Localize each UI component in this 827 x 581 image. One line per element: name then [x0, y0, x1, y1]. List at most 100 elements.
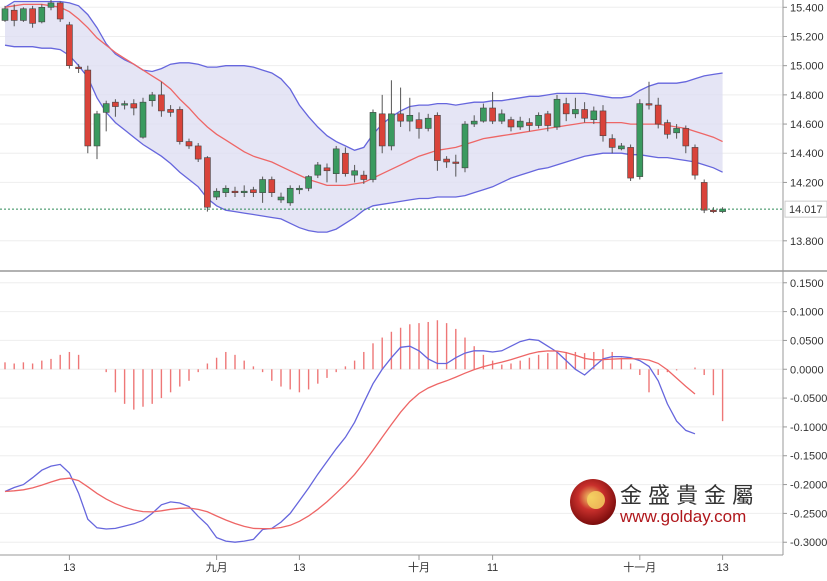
candle [516, 116, 524, 130]
candle-body [231, 190, 239, 193]
candle-body [710, 209, 717, 212]
macd-tick-label: 0.1000 [790, 307, 824, 319]
price-tick-label: 13.800 [790, 236, 824, 248]
x-tick-label: 11 [487, 562, 498, 574]
macd-tick-label: 0.1500 [790, 278, 824, 290]
price-tick-label: 14.800 [790, 90, 824, 102]
x-tick-label: 13 [293, 562, 305, 574]
price-tick-label: 15.200 [790, 31, 824, 43]
candle-body [700, 182, 708, 211]
candle-body [66, 24, 73, 66]
candle-body [93, 113, 101, 147]
candle-body [296, 187, 303, 191]
candle [654, 97, 662, 129]
candle-body [461, 123, 469, 169]
candle-body [158, 94, 165, 112]
candle [194, 143, 202, 162]
price-tick-label: 14.400 [790, 148, 824, 160]
candle [406, 97, 414, 132]
candle [627, 144, 634, 181]
candle [259, 176, 266, 203]
x-tick-label: 13 [716, 562, 728, 574]
bollinger-upper-line [4, 0, 723, 151]
candle-body [56, 2, 64, 20]
candle-body [516, 120, 524, 128]
candle-body [406, 114, 414, 122]
candle [148, 91, 156, 107]
candle-body [498, 113, 506, 122]
candle [323, 163, 331, 183]
bollinger-band-fill [5, 1, 723, 233]
candle-body [581, 109, 588, 119]
candle [167, 105, 174, 117]
brand-logo: 金盛貴金屬 www.golday.com [570, 479, 760, 526]
candle-body [139, 101, 147, 138]
candle [489, 91, 496, 125]
candle [47, 0, 55, 11]
candle [342, 147, 349, 177]
candle [204, 156, 211, 212]
candle [1, 5, 9, 22]
candle-body [351, 170, 358, 176]
candle [664, 119, 671, 139]
candle-body [75, 66, 82, 69]
candle [222, 185, 230, 198]
candle [700, 179, 708, 214]
x-tick-label: 九月 [206, 561, 228, 574]
candle [682, 125, 690, 154]
candle-body [130, 103, 138, 109]
candle [480, 103, 487, 123]
candle [296, 185, 303, 195]
candle-body [654, 104, 662, 125]
candle [268, 176, 276, 198]
candle-body [434, 114, 441, 161]
candle-body [608, 138, 616, 148]
candle [599, 105, 607, 142]
candle-body [277, 196, 285, 201]
candle [618, 143, 625, 151]
candle [38, 4, 46, 24]
logo-emblem-highlight-icon [587, 491, 605, 509]
logo-chinese-name: 金盛貴金屬 [620, 484, 760, 509]
candle-body [599, 110, 607, 137]
candle [176, 106, 184, 145]
candle-body [369, 112, 377, 180]
candle [424, 113, 432, 132]
candle-body [636, 103, 644, 177]
candle-body [268, 179, 276, 193]
candle-body [185, 141, 193, 147]
candle [378, 94, 386, 154]
candle-body [526, 122, 533, 126]
candle-body [250, 189, 257, 193]
candle-body [424, 117, 432, 129]
candle [507, 116, 515, 132]
candle [20, 7, 27, 22]
candle [434, 112, 441, 171]
candle [240, 185, 248, 198]
candle-body [452, 161, 460, 164]
candle-body [240, 190, 248, 193]
candle-body [38, 6, 46, 23]
candle [590, 106, 598, 125]
candle-body [112, 101, 119, 107]
candle [443, 156, 450, 168]
logo-url: www.golday.com [619, 507, 746, 526]
candle-body [194, 145, 202, 160]
candle-body [388, 113, 395, 147]
candle-body [507, 119, 515, 128]
candle [388, 80, 395, 151]
candle [397, 87, 404, 127]
candle-body [378, 113, 386, 147]
candle [360, 170, 368, 184]
candle-body [719, 208, 726, 212]
candle-body [222, 187, 230, 193]
candle [314, 162, 322, 179]
macd-tick-label: -0.0500 [790, 393, 827, 405]
candle-body [286, 187, 294, 204]
price-tick-label: 15.400 [790, 2, 824, 14]
candle-body [691, 147, 699, 176]
candle-body [682, 128, 690, 147]
